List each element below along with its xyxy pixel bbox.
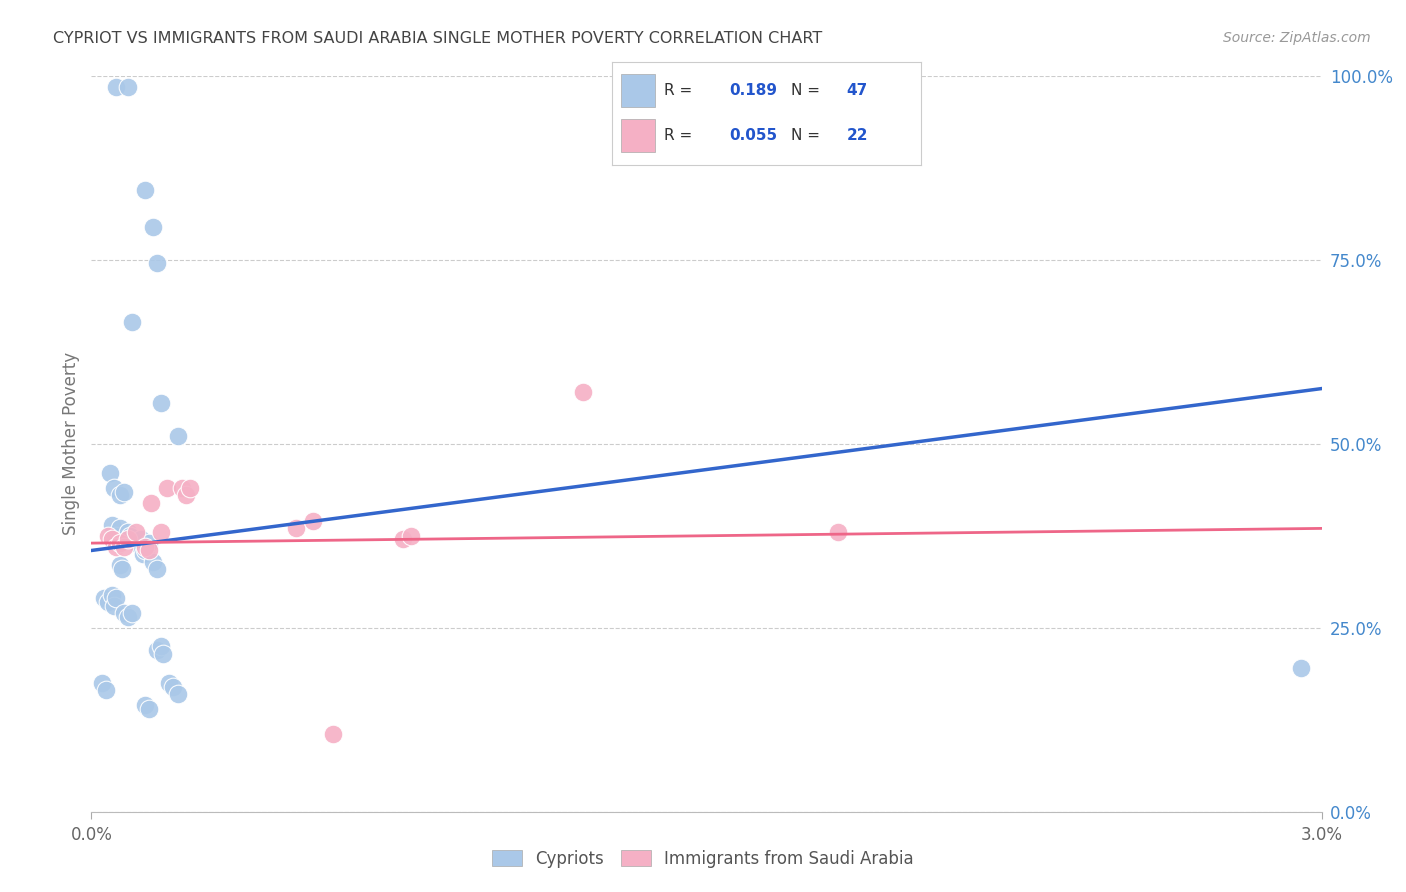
- Point: [301, 514, 323, 528]
- Point: [125, 524, 148, 539]
- Point: [138, 536, 160, 550]
- Point: [146, 256, 169, 270]
- Point: [105, 591, 127, 606]
- Point: [399, 529, 422, 543]
- Point: [134, 543, 156, 558]
- Point: [98, 466, 121, 480]
- Point: [179, 481, 201, 495]
- Text: N =: N =: [792, 128, 820, 143]
- Point: [117, 524, 139, 539]
- Point: [156, 481, 179, 495]
- Point: [135, 540, 157, 554]
- Text: R =: R =: [664, 83, 692, 97]
- Point: [117, 533, 139, 547]
- Point: [129, 533, 152, 547]
- Point: [150, 524, 173, 539]
- Text: Source: ZipAtlas.com: Source: ZipAtlas.com: [1223, 31, 1371, 45]
- Point: [108, 521, 131, 535]
- Text: 47: 47: [846, 83, 868, 97]
- Point: [105, 540, 127, 554]
- Point: [322, 727, 344, 741]
- Point: [101, 588, 124, 602]
- Point: [152, 647, 174, 661]
- Point: [146, 642, 169, 657]
- Point: [174, 488, 197, 502]
- Point: [142, 219, 165, 234]
- Text: 0.189: 0.189: [730, 83, 778, 97]
- Legend: Cypriots, Immigrants from Saudi Arabia: Cypriots, Immigrants from Saudi Arabia: [485, 844, 921, 875]
- Point: [101, 533, 124, 547]
- Point: [131, 547, 153, 561]
- Point: [108, 536, 131, 550]
- Point: [120, 529, 142, 543]
- Point: [146, 562, 169, 576]
- Point: [139, 496, 162, 510]
- Point: [117, 79, 139, 94]
- Point: [121, 315, 143, 329]
- Text: CYPRIOT VS IMMIGRANTS FROM SAUDI ARABIA SINGLE MOTHER POVERTY CORRELATION CHART: CYPRIOT VS IMMIGRANTS FROM SAUDI ARABIA …: [53, 31, 823, 46]
- Point: [117, 609, 139, 624]
- FancyBboxPatch shape: [621, 119, 655, 152]
- Point: [101, 517, 124, 532]
- Text: R =: R =: [664, 128, 692, 143]
- Text: 0.055: 0.055: [730, 128, 778, 143]
- Point: [121, 606, 143, 620]
- Point: [157, 676, 180, 690]
- Point: [392, 533, 415, 547]
- Point: [150, 396, 173, 410]
- Point: [134, 183, 156, 197]
- Point: [138, 543, 160, 558]
- Point: [108, 488, 131, 502]
- Point: [103, 481, 125, 495]
- Point: [1289, 661, 1312, 675]
- Point: [94, 683, 117, 698]
- Point: [93, 591, 115, 606]
- Point: [162, 680, 184, 694]
- Point: [827, 524, 849, 539]
- Point: [166, 429, 188, 443]
- Point: [166, 687, 188, 701]
- Point: [170, 481, 193, 495]
- Y-axis label: Single Mother Poverty: Single Mother Poverty: [62, 352, 80, 535]
- Point: [90, 676, 112, 690]
- FancyBboxPatch shape: [621, 74, 655, 106]
- Point: [103, 599, 125, 613]
- Point: [285, 521, 308, 535]
- Point: [134, 540, 156, 554]
- Point: [97, 529, 120, 543]
- Point: [112, 533, 135, 547]
- Point: [111, 562, 134, 576]
- Point: [108, 558, 131, 573]
- Point: [105, 79, 127, 94]
- Point: [97, 595, 120, 609]
- Point: [142, 554, 165, 569]
- Point: [105, 529, 127, 543]
- Point: [572, 385, 595, 400]
- Point: [125, 536, 148, 550]
- Point: [150, 639, 173, 653]
- Text: 22: 22: [846, 128, 868, 143]
- Point: [134, 698, 156, 712]
- Point: [112, 540, 135, 554]
- Point: [138, 701, 160, 715]
- Point: [112, 606, 135, 620]
- Text: N =: N =: [792, 83, 820, 97]
- Point: [112, 484, 135, 499]
